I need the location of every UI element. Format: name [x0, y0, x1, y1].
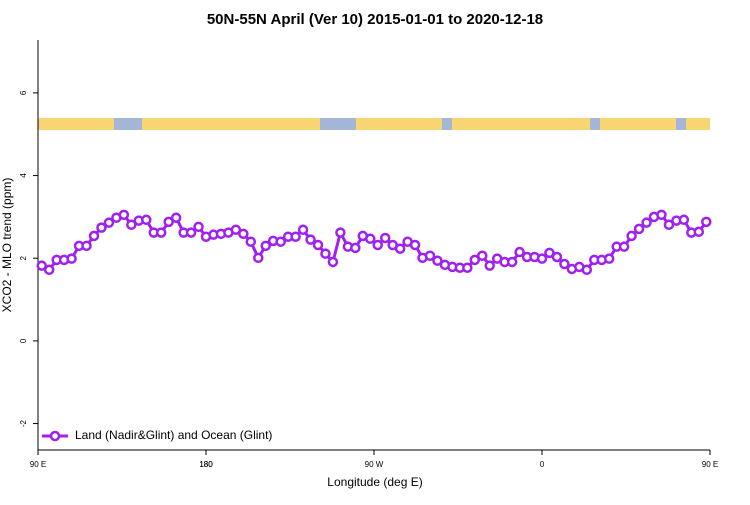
- point: [626, 230, 637, 242]
- y-tick-label: 2: [19, 255, 28, 260]
- point: [230, 224, 242, 235]
- point: [409, 239, 421, 251]
- point: [693, 226, 705, 238]
- point: [103, 217, 115, 228]
- point: [432, 255, 443, 266]
- point: [163, 216, 174, 228]
- x-axis-label: Longitude (deg E): [327, 475, 422, 489]
- x-tick-label: 180: [199, 460, 213, 469]
- strip-land: [600, 118, 676, 130]
- point: [320, 248, 331, 259]
- point: [506, 256, 518, 268]
- point: [43, 264, 55, 276]
- point: [581, 264, 593, 276]
- point: [536, 253, 548, 264]
- point: [394, 243, 406, 254]
- x-tick-label: 90 W: [365, 460, 384, 469]
- x-tick-label: 90 E: [702, 460, 718, 469]
- point: [641, 217, 652, 228]
- strip-land: [142, 118, 320, 130]
- point: [462, 262, 473, 273]
- strip-land: [356, 118, 442, 130]
- point: [372, 239, 383, 251]
- point: [118, 209, 130, 221]
- point: [424, 250, 436, 261]
- point: [618, 241, 630, 252]
- point: [312, 239, 324, 251]
- point: [126, 219, 137, 230]
- point: [551, 251, 563, 263]
- point: [275, 236, 286, 247]
- chart-title: 50N-55N April (Ver 10) 2015-01-01 to 202…: [207, 11, 543, 28]
- strip-land: [38, 118, 114, 130]
- point: [656, 209, 667, 221]
- point: [327, 256, 339, 268]
- point: [81, 240, 92, 252]
- point: [88, 230, 100, 242]
- point: [335, 227, 346, 238]
- point: [559, 258, 570, 270]
- y-axis-label: XCO2 - MLO trend (ppm): [0, 178, 14, 313]
- point: [185, 227, 197, 238]
- point: [379, 232, 391, 244]
- point: [155, 227, 167, 238]
- point: [603, 253, 615, 264]
- point: [469, 254, 481, 266]
- y-tick-label: -2: [19, 419, 28, 427]
- x-tick-label: 0: [540, 460, 545, 469]
- point: [170, 212, 182, 223]
- x-tick-label: 180: [199, 460, 213, 469]
- point: [96, 222, 107, 233]
- x-tick-label: 90 E: [30, 460, 46, 469]
- point: [66, 253, 77, 264]
- point: [193, 221, 204, 233]
- legend-marker: [49, 430, 61, 442]
- point: [514, 246, 525, 258]
- point: [678, 214, 690, 226]
- strip-land: [452, 118, 590, 130]
- point: [260, 240, 271, 252]
- point: [36, 260, 47, 271]
- surface-strip: [38, 118, 710, 130]
- y-tick-label: 6: [19, 90, 28, 95]
- point: [484, 260, 495, 271]
- point: [477, 250, 488, 261]
- y-tick-label: 0: [19, 338, 28, 343]
- point: [238, 228, 249, 240]
- point: [305, 234, 316, 245]
- point: [365, 233, 376, 245]
- point: [544, 247, 555, 259]
- legend-label: Land (Nadir&Glint) and Ocean (Glint): [75, 428, 272, 442]
- strip-land: [686, 118, 710, 130]
- point: [245, 236, 257, 247]
- point: [253, 252, 264, 264]
- point: [633, 223, 645, 235]
- point: [297, 224, 309, 235]
- point: [350, 242, 361, 254]
- y-tick-label: 4: [19, 173, 28, 178]
- point: [290, 231, 301, 242]
- point: [141, 214, 152, 226]
- point: [663, 219, 675, 230]
- point: [701, 216, 712, 228]
